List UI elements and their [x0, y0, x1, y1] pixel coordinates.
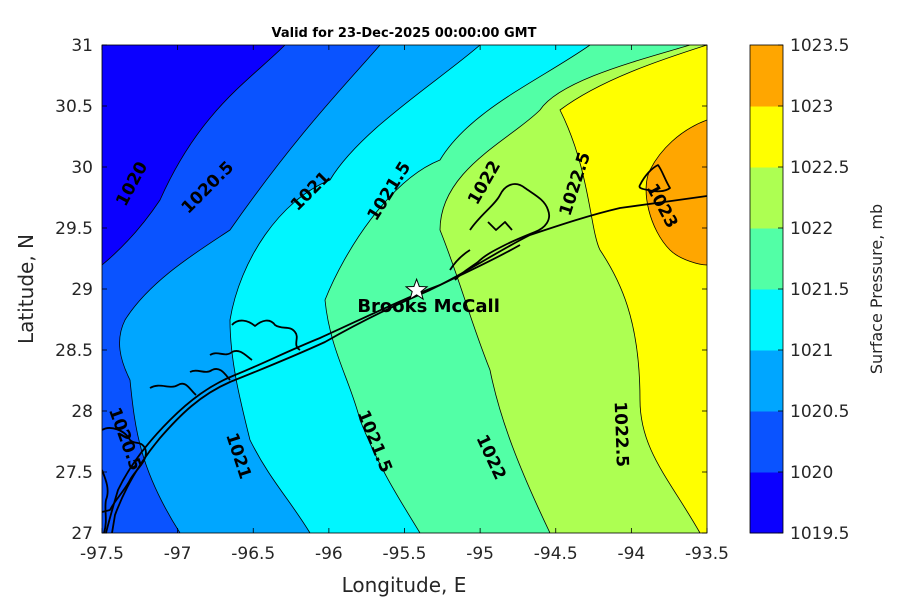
station-label: Brooks McCall [357, 296, 500, 317]
colorbar: 1019.5 1020 1020.5 1021 1021.5 1022 1022.5 1023… [750, 36, 886, 544]
y-axis-label: Latitude, N [14, 234, 38, 344]
x-tick-label: -95.5 [383, 544, 427, 564]
colorbar-swatch [750, 106, 783, 168]
y-tick-label: 27 [71, 524, 93, 544]
map-title: Valid for 23-Dec-2025 00:00:00 GMT [272, 26, 537, 41]
colorbar-swatch [750, 411, 783, 473]
x-tick-label: -94 [617, 544, 645, 564]
colorbar-swatch [750, 167, 783, 229]
y-tick-label: 29 [71, 280, 93, 300]
y-tick-label: 31 [71, 36, 93, 56]
colorbar-swatch [750, 350, 783, 412]
x-axis-label: Longitude, E [342, 573, 467, 597]
colorbar-tick-label: 1023 [790, 97, 833, 117]
colorbar-tick-label: 1023.5 [790, 36, 849, 56]
colorbar-tick-label: 1021 [790, 341, 833, 361]
colorbar-swatch [750, 472, 783, 534]
colorbar-tick-label: 1022.5 [790, 158, 849, 178]
contour-label: 1022.5 [610, 401, 632, 467]
y-tick-label: 28 [71, 402, 93, 422]
x-tick-label: -96 [315, 544, 343, 564]
colorbar-swatch [750, 228, 783, 290]
y-tick-label: 29.5 [55, 219, 93, 239]
colorbar-swatch [750, 45, 783, 107]
x-tick-label: -94.5 [534, 544, 578, 564]
y-tick-label: 30.5 [55, 97, 93, 117]
x-tick-label: -96.5 [231, 544, 275, 564]
pressure-map-area: 1020 1020.5 1021 1021.5 1022 1022.5 10231020.5… [102, 45, 707, 533]
colorbar-swatch [750, 289, 783, 351]
x-tick-label: -97.5 [80, 544, 124, 564]
y-tick-label: 27.5 [55, 463, 93, 483]
colorbar-tick-label: 1020 [790, 463, 833, 483]
colorbar-tick-label: 1019.5 [790, 524, 849, 544]
y-tick-label: 28.5 [55, 341, 93, 361]
colorbar-tick-label: 1022 [790, 219, 833, 239]
x-tick-label: -97 [164, 544, 192, 564]
x-tick-label: -93.5 [685, 544, 729, 564]
colorbar-tick-label: 1020.5 [790, 402, 849, 422]
x-tick-label: -95 [466, 544, 494, 564]
y-tick-label: 30 [71, 158, 93, 178]
colorbar-label: Surface Pressure, mb [867, 204, 886, 374]
colorbar-tick-label: 1021.5 [790, 280, 849, 300]
